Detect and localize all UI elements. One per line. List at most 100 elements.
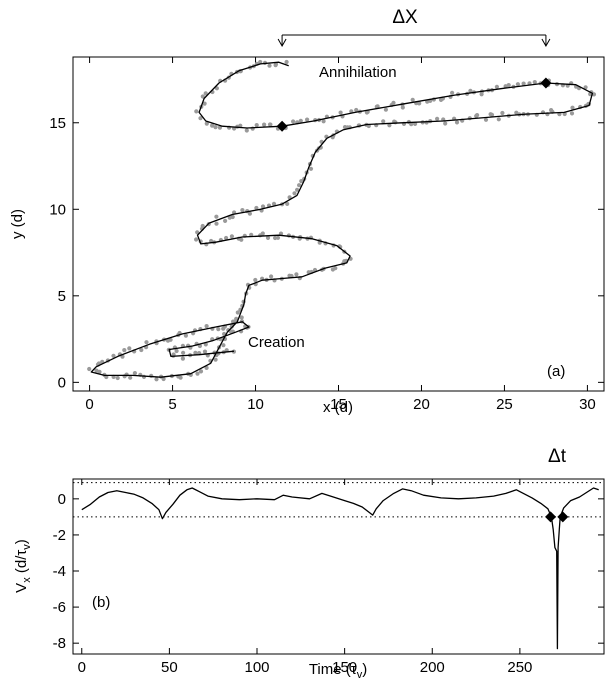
scatter-point — [200, 223, 205, 229]
scatter-point — [174, 348, 179, 354]
scatter-point — [223, 218, 228, 223]
scatter-point — [139, 347, 144, 353]
x-tick-label: 0 — [78, 659, 86, 676]
scatter-point — [381, 119, 386, 124]
scatter-point — [494, 84, 499, 89]
scatter-point — [124, 372, 129, 377]
scatter-point — [244, 128, 249, 133]
x-tick-label: 150 — [332, 659, 357, 676]
scatter-point — [214, 86, 219, 91]
scatter-point — [570, 105, 575, 110]
scatter-point — [97, 369, 102, 374]
scatter-point — [450, 90, 455, 95]
scatter-point — [475, 113, 480, 118]
x-tick-label: 100 — [244, 659, 269, 676]
panel-a-x-axis-label: x (d) — [323, 399, 353, 416]
scatter-point — [297, 183, 302, 188]
panel-b-y-axis-label: Vx (d/τv) — [13, 539, 33, 593]
x-tick-label: 30 — [579, 396, 596, 413]
x-tick-label: 0 — [85, 396, 93, 413]
scatter-point — [111, 353, 116, 358]
scatter-point — [496, 117, 501, 122]
scatter-point — [354, 107, 359, 113]
y-tick-label: -6 — [53, 599, 66, 616]
scatter-point — [262, 122, 267, 127]
scatter-point — [454, 120, 460, 125]
scatter-point — [194, 109, 199, 114]
scatter-point — [214, 214, 219, 219]
panel-b-axis-ticks: 0 50 100 150 200 250 0 -2 -4 -6 -8 — [53, 479, 604, 676]
panel-a: 0 5 10 15 20 25 30 0 5 10 15 ΔX Annihilation Creat… — [9, 7, 605, 416]
y-tick-label: 5 — [58, 288, 66, 305]
scatter-point — [443, 121, 448, 126]
scatter-point — [217, 125, 222, 130]
scatter-point — [127, 346, 132, 351]
scatter-point — [154, 377, 159, 382]
series-line — [90, 61, 594, 378]
scatter-point — [583, 85, 588, 90]
scatter-point — [193, 350, 198, 355]
scatter-point — [213, 125, 218, 130]
creation-label: Creation — [248, 334, 305, 351]
scatter-point — [231, 319, 236, 324]
scatter-point — [521, 81, 526, 86]
scatter-point — [254, 123, 259, 128]
vx-label-rest: (d/τ — [13, 550, 30, 578]
scatter-point — [333, 266, 338, 271]
scatter-point — [144, 340, 149, 345]
scatter-point — [210, 123, 215, 128]
scatter-point — [180, 356, 185, 361]
y-tick-label: -4 — [53, 563, 66, 580]
delta-x-bracket — [277, 34, 551, 48]
panel-a-trajectory — [90, 61, 594, 378]
x-tick-label: 20 — [413, 396, 430, 413]
scatter-point — [269, 274, 274, 279]
panel-a-scatter-points — [87, 59, 597, 382]
scatter-point — [435, 116, 440, 121]
bracket-arrowhead — [541, 38, 551, 48]
scatter-point — [295, 187, 300, 192]
scatter-point — [234, 316, 239, 321]
scatter-point — [500, 110, 505, 116]
series-line — [81, 487, 599, 650]
scatter-point — [195, 230, 200, 235]
x-tick-label: 10 — [247, 396, 264, 413]
scatter-point — [253, 277, 258, 283]
scatter-point — [291, 119, 296, 124]
scatter-point — [87, 366, 92, 372]
scatter-point — [308, 166, 314, 171]
scatter-point — [292, 191, 297, 196]
scatter-point — [254, 205, 259, 211]
panel-b-dotted-reference-lines — [73, 482, 604, 518]
scatter-point — [194, 237, 199, 242]
scatter-point — [374, 104, 379, 109]
scatter-point — [489, 112, 495, 117]
panel-a-y-axis-label: y (d) — [9, 209, 26, 239]
scatter-point — [239, 315, 244, 320]
scatter-point — [247, 211, 252, 216]
x-tick-label: 50 — [161, 659, 178, 676]
scatter-point — [132, 371, 137, 376]
scatter-point — [515, 82, 521, 87]
scatter-point — [204, 121, 209, 126]
scatter-point — [267, 122, 273, 127]
scatter-point — [298, 118, 303, 123]
scatter-point — [122, 348, 127, 353]
scatter-point — [178, 375, 183, 380]
vx-label-close: ) — [13, 539, 30, 544]
scatter-point — [183, 333, 188, 338]
time-label-close: ) — [362, 661, 367, 678]
panel-b-plot-frame — [72, 478, 605, 655]
scatter-point — [202, 349, 208, 354]
vx-label-sub2: v — [21, 544, 33, 550]
scatter-point — [299, 179, 304, 184]
scatter-point — [271, 201, 277, 206]
scatter-point — [321, 119, 326, 124]
scatter-point — [479, 92, 484, 97]
scatter-point — [417, 101, 422, 106]
scatter-point — [364, 110, 369, 115]
panel-b-label: (b) — [92, 594, 110, 611]
scatter-point — [305, 117, 310, 122]
scatter-point — [265, 235, 271, 240]
